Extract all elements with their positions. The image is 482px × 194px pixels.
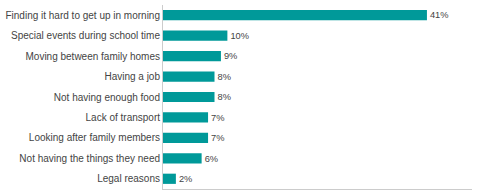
- svg-text:Legal reasons: Legal reasons: [97, 173, 160, 184]
- svg-text:Special events during school t: Special events during school time: [11, 30, 160, 41]
- svg-text:Not having the things they nee: Not having the things they need: [19, 153, 160, 164]
- svg-text:7%: 7%: [211, 133, 224, 143]
- svg-text:8%: 8%: [218, 72, 231, 82]
- svg-text:Not having enough food: Not having enough food: [54, 92, 160, 103]
- svg-text:6%: 6%: [205, 154, 218, 164]
- svg-text:Moving between family homes: Moving between family homes: [25, 51, 160, 62]
- svg-text:7%: 7%: [211, 113, 224, 123]
- svg-text:Having a job: Having a job: [104, 71, 160, 82]
- svg-text:Finding it hard to get up in m: Finding it hard to get up in morning: [5, 10, 160, 21]
- svg-text:41%: 41%: [430, 10, 449, 20]
- svg-text:2%: 2%: [179, 174, 192, 184]
- svg-text:Lack of transport: Lack of transport: [86, 112, 161, 123]
- svg-text:Looking after family members: Looking after family members: [29, 132, 160, 143]
- svg-text:10%: 10%: [230, 31, 249, 41]
- svg-text:8%: 8%: [218, 92, 231, 102]
- svg-text:9%: 9%: [224, 51, 237, 61]
